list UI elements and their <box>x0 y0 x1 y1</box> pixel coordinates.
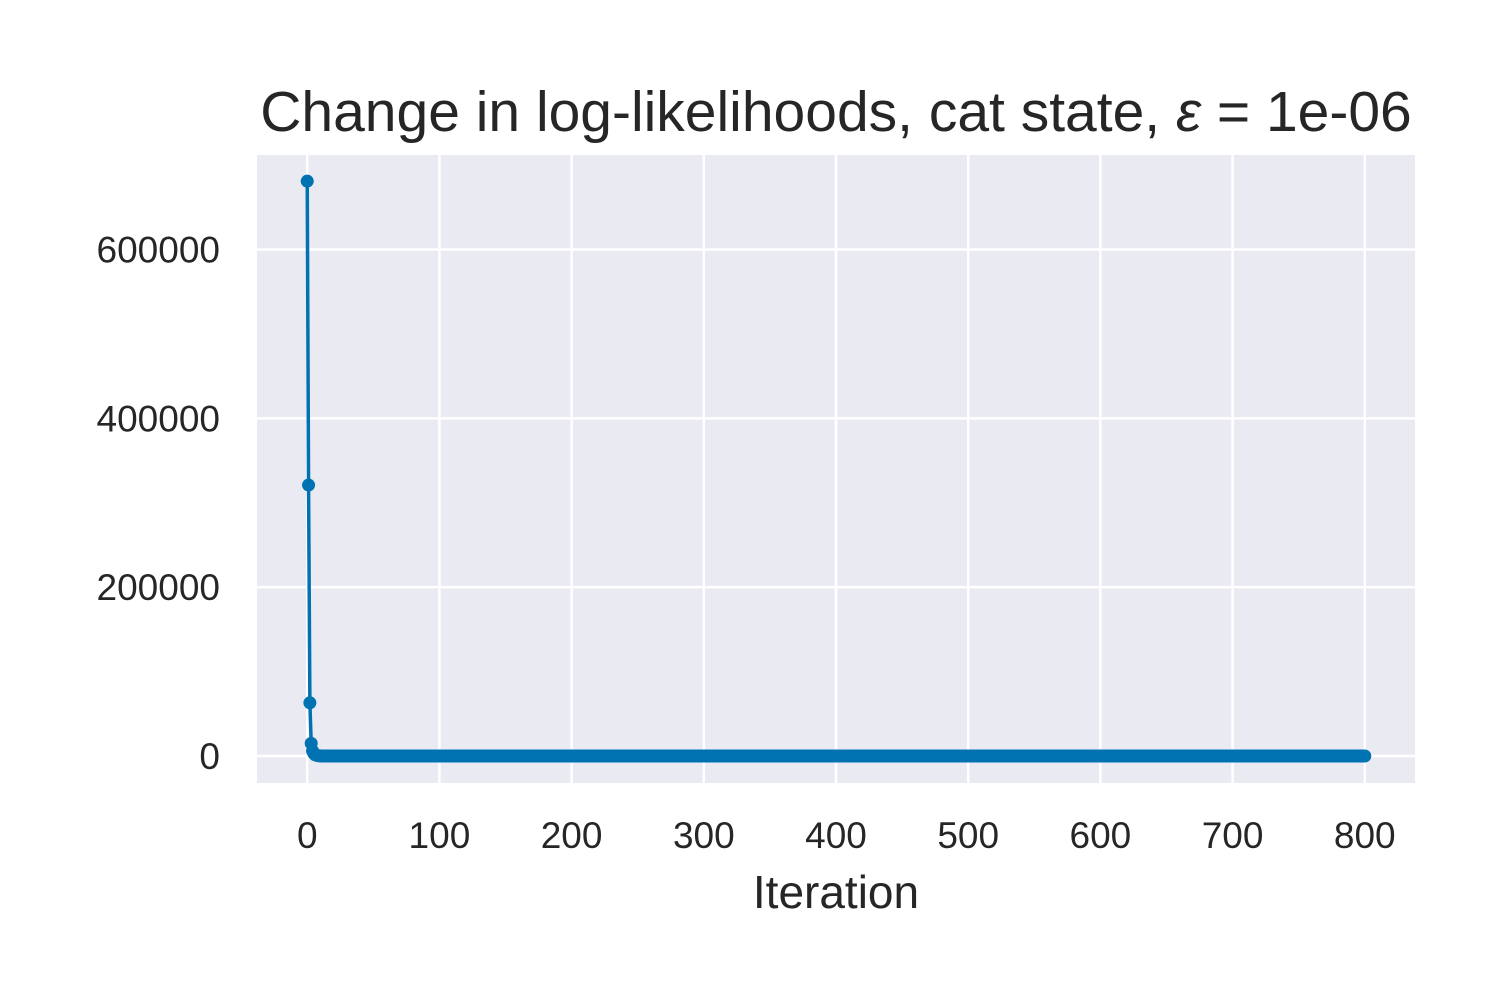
chart-title: Change in log-likelihoods, cat state, ε … <box>260 80 1412 144</box>
y-tick-label: 400000 <box>97 398 220 439</box>
x-tick-label: 500 <box>937 815 999 856</box>
x-tick-label: 600 <box>1070 815 1132 856</box>
x-tick-label: 400 <box>805 815 867 856</box>
x-tick-label: 700 <box>1202 815 1264 856</box>
y-tick-label: 0 <box>199 736 220 777</box>
data-point <box>1358 749 1372 763</box>
y-tick-label: 200000 <box>97 567 220 608</box>
series-layer <box>300 174 1372 763</box>
x-tick-label: 100 <box>409 815 471 856</box>
data-point <box>303 696 317 710</box>
data-point <box>300 174 314 188</box>
tick-labels: 0 100 200 300 400 500 600 700 800 0 200000 400000 60… <box>97 230 1396 856</box>
x-axis-label: Iteration <box>753 866 919 918</box>
x-tick-label: 800 <box>1334 815 1396 856</box>
y-tick-label: 600000 <box>97 230 220 271</box>
x-tick-label: 0 <box>297 815 318 856</box>
x-tick-label: 300 <box>673 815 735 856</box>
data-point <box>302 478 316 492</box>
x-tick-label: 200 <box>541 815 603 856</box>
